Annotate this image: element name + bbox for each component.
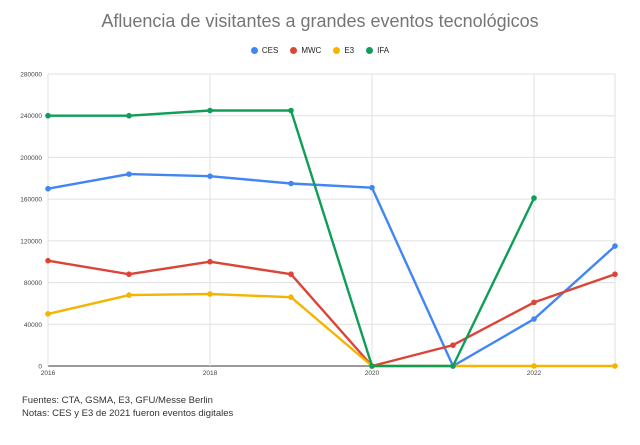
data-point-ifa bbox=[450, 363, 456, 369]
legend-marker bbox=[366, 47, 374, 54]
legend-item-ifa: IFA bbox=[366, 46, 389, 55]
notes-note: Notas: CES y E3 de 2021 fueron eventos d… bbox=[22, 408, 234, 419]
legend-item-e3: E3 bbox=[333, 46, 354, 55]
legend-label: MWC bbox=[301, 46, 322, 55]
data-point-e3 bbox=[207, 291, 213, 297]
data-point-e3 bbox=[531, 363, 537, 369]
x-tick-label: 2016 bbox=[41, 370, 56, 377]
data-point-ifa bbox=[531, 195, 537, 201]
x-tick-label: 2020 bbox=[365, 370, 380, 377]
data-point-ces bbox=[288, 180, 294, 187]
legend-label: E3 bbox=[344, 46, 355, 55]
data-point-mwc bbox=[207, 258, 213, 265]
sources-note: Fuentes: CTA, GSMA, E3, GFU/Messe Berlin bbox=[22, 395, 213, 406]
y-tick-label: 240000 bbox=[20, 113, 42, 120]
data-point-mwc bbox=[126, 271, 132, 278]
data-point-mwc bbox=[450, 342, 456, 348]
data-point-ces bbox=[531, 316, 537, 322]
chart-title: Afluencia de visitantes a grandes evento… bbox=[101, 11, 539, 31]
data-point-ces bbox=[369, 184, 375, 191]
legend: CES MWC E3 IFA bbox=[0, 46, 640, 55]
legend-marker bbox=[290, 47, 298, 54]
series-line-e3 bbox=[47, 292, 615, 368]
data-point-e3 bbox=[126, 292, 132, 298]
x-tick-label: 2018 bbox=[203, 370, 218, 377]
y-tick-label: 160000 bbox=[20, 197, 42, 204]
data-point-mwc bbox=[288, 271, 294, 278]
legend-label: CES bbox=[261, 46, 279, 55]
data-point-ces bbox=[126, 171, 132, 177]
data-point-mwc bbox=[45, 257, 51, 264]
legend-label: IFA bbox=[377, 46, 390, 55]
legend-marker bbox=[333, 47, 341, 54]
legend-item-ces: CES bbox=[250, 46, 279, 55]
data-point-ifa bbox=[369, 363, 375, 369]
y-tick-label: 280000 bbox=[20, 72, 42, 79]
legend-item-mwc: MWC bbox=[290, 46, 321, 55]
data-point-ifa bbox=[207, 107, 213, 114]
y-tick-label: 200000 bbox=[20, 155, 42, 162]
data-point-ces bbox=[45, 185, 51, 192]
data-point-ifa bbox=[45, 112, 51, 119]
series-line-ifa bbox=[48, 109, 536, 368]
data-point-mwc bbox=[612, 271, 618, 278]
y-tick-label: 120000 bbox=[20, 238, 42, 245]
data-point-ifa bbox=[126, 112, 132, 119]
data-point-ces bbox=[612, 243, 618, 249]
x-tick-label: 2022 bbox=[527, 370, 542, 377]
series-line-mwc bbox=[47, 259, 616, 368]
y-tick-label: 40000 bbox=[24, 322, 42, 329]
y-tick-label: 0 bbox=[38, 364, 42, 371]
data-point-e3 bbox=[45, 311, 51, 317]
data-point-e3 bbox=[612, 363, 618, 369]
data-point-e3 bbox=[288, 294, 294, 300]
data-point-ces bbox=[207, 173, 213, 179]
y-tick-label: 80000 bbox=[24, 280, 42, 287]
series-line-ces bbox=[47, 172, 616, 368]
data-point-ifa bbox=[288, 107, 294, 114]
data-point-mwc bbox=[531, 299, 537, 306]
legend-marker bbox=[250, 47, 258, 54]
